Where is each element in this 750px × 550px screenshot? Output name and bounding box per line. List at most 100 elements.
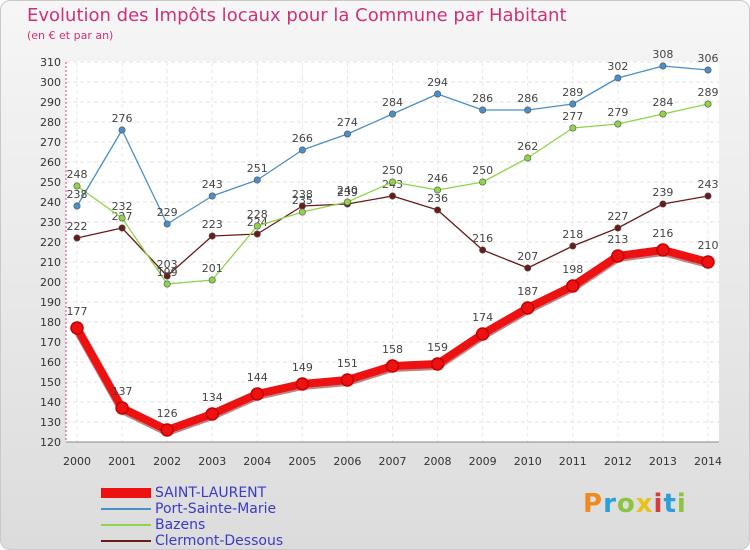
- x-tick-label: 2011: [559, 455, 587, 468]
- data-label: 218: [562, 228, 583, 241]
- logo-letter: i: [653, 489, 664, 519]
- data-label: 276: [112, 112, 133, 125]
- data-point: [388, 110, 396, 118]
- data-point: [253, 176, 261, 184]
- data-point: [659, 200, 667, 208]
- data-point: [118, 126, 126, 134]
- data-label: 177: [67, 305, 88, 318]
- data-point: [388, 192, 396, 200]
- data-point: [524, 264, 532, 272]
- data-label: 207: [517, 250, 538, 263]
- legend-label: SAINT-LAURENT: [155, 485, 267, 501]
- data-point: [566, 279, 580, 293]
- data-point: [659, 62, 667, 70]
- chart-subtitle: (en € et par an): [27, 29, 114, 42]
- proxiti-logo: Proxiti: [583, 489, 687, 519]
- y-tick-label: 120: [40, 436, 61, 449]
- data-point: [295, 377, 310, 391]
- data-label: 238: [292, 188, 313, 201]
- data-label: 284: [652, 96, 673, 109]
- chart-title: Evolution des Impôts locaux pour la Comm…: [27, 5, 567, 26]
- legend-swatch: [101, 488, 151, 498]
- data-label: 239: [652, 186, 673, 199]
- y-tick-label: 270: [40, 136, 61, 149]
- data-point: [524, 106, 532, 114]
- y-tick-label: 200: [40, 276, 61, 289]
- y-tick-label: 130: [40, 416, 61, 429]
- data-label: 223: [202, 218, 223, 231]
- data-label: 229: [157, 206, 178, 219]
- data-label: 222: [67, 220, 88, 233]
- data-label: 250: [472, 164, 493, 177]
- data-label: 284: [382, 96, 403, 109]
- data-point: [701, 255, 715, 269]
- data-label: 134: [202, 391, 223, 404]
- legend-label: Port-Sainte-Marie: [155, 501, 277, 517]
- logo-letter: P: [583, 489, 604, 519]
- data-label: 144: [247, 371, 268, 384]
- data-point: [298, 208, 306, 216]
- data-point: [118, 214, 126, 222]
- legend-label: Clermont-Dessous: [155, 533, 284, 549]
- data-point: [611, 249, 625, 263]
- data-point: [163, 272, 171, 280]
- data-point: [704, 192, 712, 200]
- logo-letter: i: [676, 489, 687, 519]
- x-tick-label: 2005: [288, 455, 316, 468]
- data-label: 246: [427, 172, 448, 185]
- data-label: 216: [652, 227, 673, 240]
- data-label: 149: [292, 361, 313, 374]
- y-tick-label: 160: [40, 356, 61, 369]
- data-point: [434, 90, 442, 98]
- y-tick-label: 290: [40, 96, 61, 109]
- data-point: [614, 74, 622, 82]
- data-label: 302: [607, 60, 628, 73]
- data-label: 213: [607, 233, 628, 246]
- data-point: [343, 130, 351, 138]
- x-tick-label: 2000: [63, 455, 91, 468]
- data-point: [434, 206, 442, 214]
- data-point: [704, 66, 712, 74]
- logo-letter: r: [603, 489, 617, 519]
- x-tick-label: 2008: [424, 455, 452, 468]
- data-point: [659, 110, 667, 118]
- data-label: 294: [427, 76, 448, 89]
- y-tick-label: 180: [40, 316, 61, 329]
- data-label: 228: [247, 208, 268, 221]
- data-point: [524, 154, 532, 162]
- y-tick-label: 230: [40, 216, 61, 229]
- data-point: [163, 220, 171, 228]
- x-tick-label: 2010: [514, 455, 542, 468]
- data-label: 198: [562, 263, 583, 276]
- data-point: [520, 301, 535, 315]
- data-point: [70, 321, 84, 335]
- data-point: [160, 423, 174, 437]
- data-point: [614, 120, 622, 128]
- data-label: 203: [157, 258, 178, 271]
- data-point: [704, 100, 712, 108]
- data-point: [656, 243, 670, 257]
- data-point: [569, 242, 577, 250]
- data-label: 306: [698, 52, 719, 65]
- y-tick-label: 280: [40, 116, 61, 129]
- y-tick-label: 260: [40, 156, 61, 169]
- y-tick-label: 300: [40, 76, 61, 89]
- data-label: 239: [337, 186, 358, 199]
- data-label: 227: [607, 210, 628, 223]
- data-label: 236: [427, 192, 448, 205]
- y-tick-label: 140: [40, 396, 61, 409]
- x-tick-label: 2014: [694, 455, 722, 468]
- data-label: 274: [337, 116, 358, 129]
- data-point: [343, 198, 351, 206]
- data-label: 238: [67, 188, 88, 201]
- data-label: 266: [292, 132, 313, 145]
- data-point: [73, 202, 81, 210]
- data-label: 250: [382, 164, 403, 177]
- legend-swatch: [101, 524, 151, 526]
- y-tick-label: 220: [40, 236, 61, 249]
- y-tick-label: 250: [40, 176, 61, 189]
- x-tick-label: 2009: [469, 455, 497, 468]
- data-point: [118, 224, 126, 232]
- data-label: 137: [112, 385, 133, 398]
